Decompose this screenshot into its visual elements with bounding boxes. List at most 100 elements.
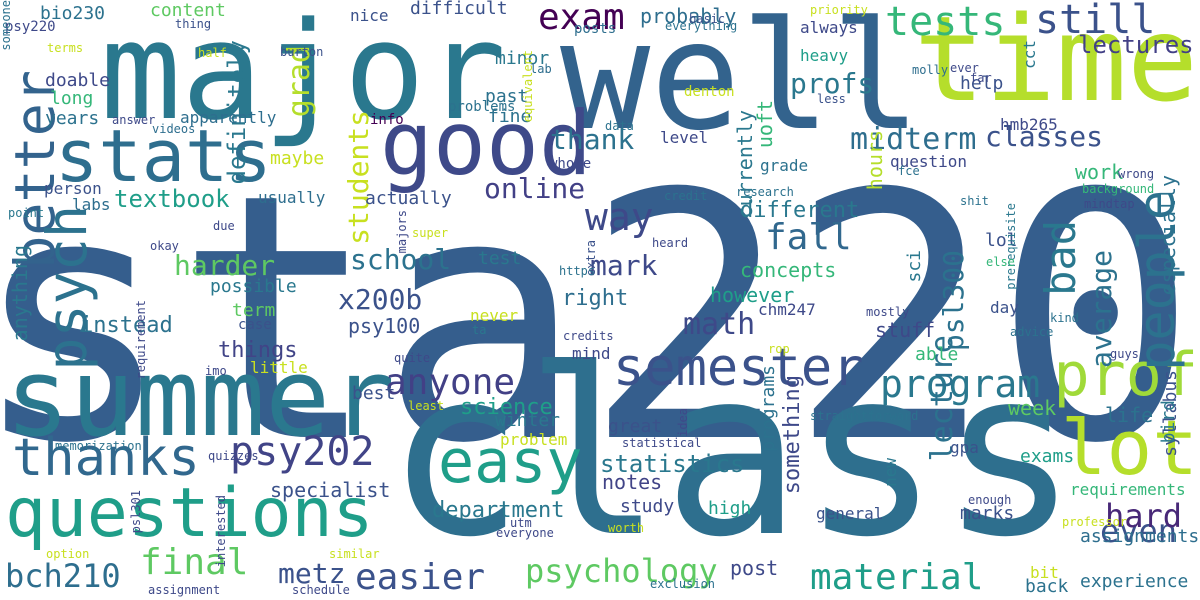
word-level: level [660, 128, 709, 147]
word-marks: marks [960, 503, 1015, 524]
word-doable: doable [45, 70, 111, 91]
word-grade: grade [760, 156, 809, 175]
word-hard: hard [1105, 497, 1183, 535]
word-textbook: textbook [114, 185, 230, 213]
word-winter: winter [495, 410, 561, 431]
word-least: least [408, 399, 445, 413]
word-programs: programs [758, 365, 779, 452]
word-work: work [1075, 160, 1124, 184]
word-shit: shit [960, 194, 989, 208]
word-still: still [1035, 0, 1156, 43]
word-case: case [238, 317, 272, 333]
word-question: question [890, 152, 968, 171]
word-stats: stats [55, 114, 272, 198]
word-cct: cct [1020, 40, 1039, 69]
word-final: final [140, 542, 249, 583]
word-prof: prof [1053, 340, 1199, 410]
word-fce: fce [898, 164, 920, 178]
word-rop: rop [768, 342, 790, 356]
word-info: info [370, 112, 404, 128]
word-science: science [460, 395, 553, 420]
word-time: time [913, 0, 1198, 128]
word-guys: guys [1110, 347, 1139, 361]
word-okay: okay [150, 239, 179, 253]
word-professor: professor [1062, 515, 1128, 529]
word-terms: terms [47, 41, 84, 55]
word-material: material [810, 557, 984, 598]
word-psychology: psychology [525, 552, 718, 590]
word-bad: bad [1036, 220, 1085, 296]
word-advice: advice [1010, 325, 1054, 339]
word-credit: credit [664, 189, 708, 203]
word-problems: problems [448, 99, 516, 115]
word-enough: enough [968, 493, 1012, 507]
word-difficult: difficult [410, 0, 508, 19]
word-class: class [386, 321, 1079, 588]
word-priority: priority [810, 3, 868, 17]
word-harder: harder [174, 249, 276, 282]
word-bio230: bio230 [40, 3, 106, 24]
word-help: help [960, 73, 1004, 94]
word-great: great [608, 416, 663, 437]
word-currently: currently [733, 110, 757, 219]
word-profs: profs [790, 67, 875, 100]
word-post: post [730, 556, 779, 580]
word-answer: answer [112, 113, 156, 127]
word-well: well [560, 0, 922, 164]
word-posts: posts [574, 21, 617, 37]
word-person: person [44, 179, 102, 198]
word-new: new [881, 458, 900, 487]
word-credits: credits [563, 329, 614, 343]
word-content: content [150, 0, 226, 21]
word-able: able [915, 344, 959, 365]
word-maybe: maybe [270, 148, 325, 169]
word-assignment: assignment [148, 583, 221, 597]
word-bit: bit [1030, 563, 1059, 582]
word-instead: instead [80, 313, 173, 338]
word-heard: heard [652, 236, 689, 250]
word-sci: sci [904, 250, 925, 283]
word-notes: notes [602, 470, 663, 494]
word-however: however [710, 283, 795, 307]
word-past: past [485, 86, 529, 107]
word-psy100: psy100 [348, 314, 421, 338]
word-lot: lot [1060, 403, 1198, 492]
word-statistical: statistical [622, 436, 702, 450]
word-x200b: x200b [338, 283, 423, 316]
word-term: term [232, 300, 276, 321]
word-always: always [800, 18, 858, 37]
word-videos: videos [152, 122, 196, 136]
word-similar: similar [329, 547, 380, 561]
word-labs: labs [72, 195, 111, 214]
word-hmb265: hmb265 [1000, 115, 1058, 134]
word-exams: exams [1020, 446, 1075, 467]
word-else: else [986, 255, 1015, 269]
word-molly: molly [912, 63, 949, 77]
word-stuff: stuff [875, 318, 936, 342]
word-usually: usually [258, 188, 326, 207]
word-right: right [562, 286, 629, 311]
word-half: half [198, 46, 227, 60]
word-nice: nice [350, 6, 389, 25]
word-week: week [1008, 396, 1057, 420]
word-good: good [380, 92, 592, 195]
word-requirement: requirement [134, 300, 148, 380]
word-possible: possible [210, 276, 297, 297]
word-different: different [740, 198, 860, 223]
word-especially: especially [1156, 175, 1180, 296]
word-way: way [585, 195, 654, 239]
word-majors: majors [395, 210, 409, 254]
word-minor: minor [495, 48, 550, 69]
word-actually: actually [365, 188, 452, 209]
word-mostly: mostly [866, 305, 910, 319]
word-online: online [484, 172, 586, 205]
word-quite: quite [394, 351, 431, 365]
word-day: day [990, 298, 1019, 317]
word-psych: psych [35, 205, 99, 371]
word-fall: fall [765, 217, 852, 258]
word-fine: fine [488, 106, 532, 127]
word-mind: mind [572, 344, 611, 363]
word-metz: metz [278, 557, 346, 590]
word-assignments: assignments [1080, 526, 1200, 547]
